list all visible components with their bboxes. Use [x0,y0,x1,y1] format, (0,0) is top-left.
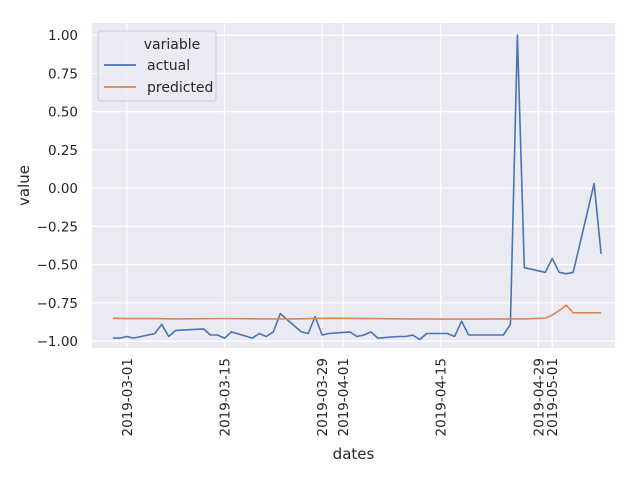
x-tick-label: 2019-03-15 [217,358,233,436]
y-tick-label: −1.00 [37,334,78,350]
x-tick-label: 2019-03-01 [120,358,136,436]
y-tick-labels: 1.00 0.75 0.50 0.25 0.00 −0.25 −0.50 −0.75 −1.00 [37,28,78,350]
x-tick-label: 2019-03-29 [315,358,331,436]
legend-box [97,30,217,102]
y-tick-label: 0.75 [48,66,78,82]
x-tick-label: 2019-04-15 [434,358,450,436]
y-tick-label: 0.25 [48,143,78,159]
x-axis-label: dates [333,445,375,463]
legend-title: variable [144,37,200,53]
y-tick-label: −0.25 [37,219,78,235]
legend: variable actual predicted [97,30,217,102]
x-tick-label: 2019-04-01 [336,358,352,436]
x-tick-label: 2019-05-01 [545,358,561,436]
y-tick-label: −0.75 [37,296,78,312]
x-tick-labels: 2019-03-01 2019-03-15 2019-03-29 2019-04-01… [120,358,561,436]
series-line-predicted [112,304,602,320]
y-tick-label: −0.50 [37,258,78,274]
legend-label-predicted: predicted [147,80,213,96]
y-tick-label: 0.50 [48,105,78,121]
y-axis-label: value [15,165,33,206]
series-line-actual [112,34,602,341]
series-lines [112,34,602,341]
legend-label-actual: actual [147,58,190,74]
grid-lines [92,23,615,348]
y-tick-label: 1.00 [48,28,78,44]
y-tick-label: 0.00 [48,181,78,197]
legend-entries: actual predicted [104,58,213,96]
x-tick-label: 2019-04-29 [531,358,547,436]
